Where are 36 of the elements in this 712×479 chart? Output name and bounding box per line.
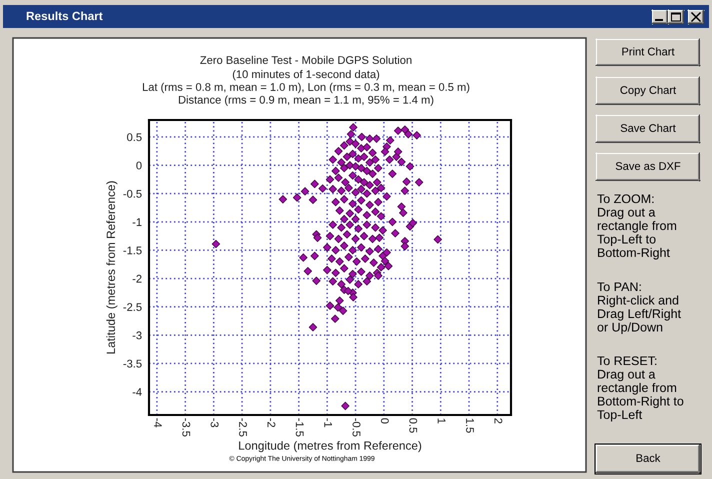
y-tick-label: -3.5: [123, 360, 142, 368]
x-tick-label: -3: [210, 418, 219, 428]
chart-subtitle: (10 minutes of 1-second data) Lat (rms = 0.8 m, mean = 1.0 m), Lon (rms = 0.3 m, mean = 0.5 m) Distance (rms = 0.9 m, mean = 1.1 m, 95% = 1.4 m): [142, 70, 470, 106]
y-tick-label: -1: [132, 218, 142, 226]
y-tick-label: 0: [136, 162, 142, 170]
y-tick-label: -2.5: [123, 303, 142, 311]
text: Back: [636, 454, 660, 462]
x-tick-label: -3.5: [182, 418, 190, 436]
text: Results Chart: [26, 12, 103, 20]
x-tick-label: 1: [438, 418, 446, 424]
chart-title: Zero Baseline Test - Mobile DGPS Solution: [200, 56, 412, 64]
text: To RESET: Drag out a rectangle from Bottom-Right to Top-Left: [597, 356, 684, 422]
x-tick-label: 0.5: [409, 418, 418, 433]
y-axis-title: Latitude (metres from Reference): [106, 181, 118, 354]
x-tick-label: 1.5: [466, 418, 474, 433]
text: Save as DXF: [616, 162, 680, 170]
x-tick-label: -1: [324, 418, 332, 428]
x-tick-label: -4: [154, 418, 162, 428]
text: To PAN: Right-click and Drag Left/Right or Up/Down: [597, 282, 681, 334]
y-tick-label: 0.5: [127, 133, 142, 142]
y-tick-label: -1.5: [123, 246, 142, 254]
x-tick-label: -2.5: [239, 418, 247, 436]
x-tick-label: -2: [268, 418, 276, 428]
text: To ZOOM: Drag out a rectangle from Top-Left to Bottom-Right: [597, 194, 676, 260]
x-tick-label: 2: [494, 418, 502, 424]
y-tick-label: -3: [132, 331, 142, 340]
x-tick-label: -1.5: [296, 418, 304, 436]
x-tick-label: 0: [380, 418, 389, 424]
y-tick-label: -0.5: [123, 190, 142, 198]
text: Copy Chart: [620, 86, 676, 96]
x-tick-label: -0.5: [352, 418, 360, 436]
y-tick-label: -2: [132, 274, 142, 283]
x-axis-title: Longitude (metres from Reference): [239, 441, 422, 452]
text: Print Chart: [622, 47, 674, 56]
text: Save Chart: [620, 124, 676, 132]
y-tick-label: -4: [132, 388, 142, 396]
